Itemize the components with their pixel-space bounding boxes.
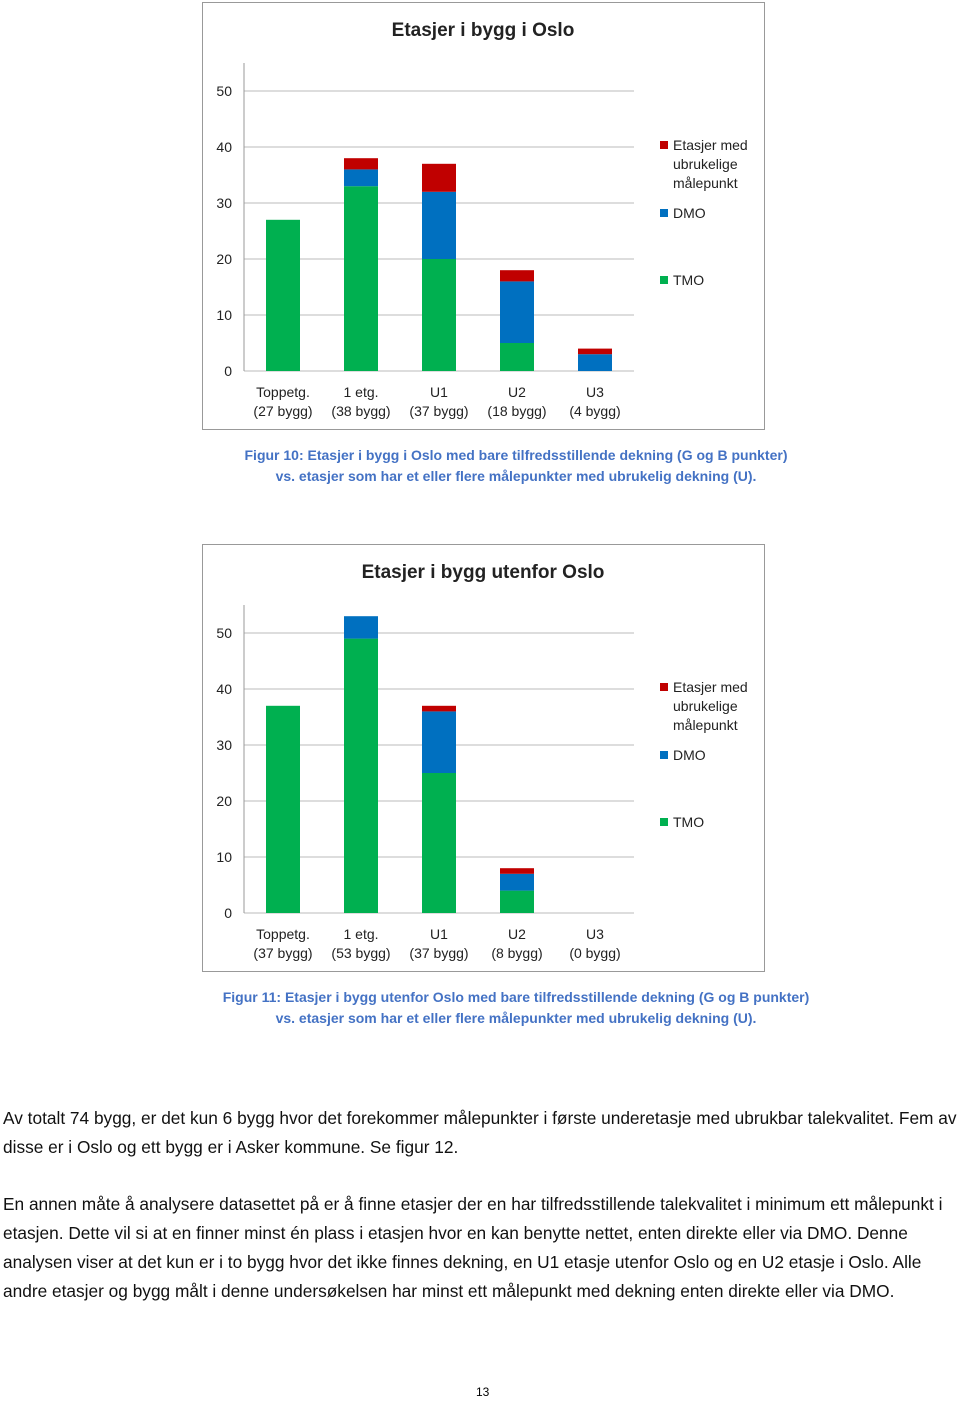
bar-segment <box>266 219 300 371</box>
bar-segment <box>422 711 456 773</box>
bar-segment <box>422 773 456 913</box>
legend-label: TMO <box>673 272 705 288</box>
chart-title: Etasjer i bygg utenfor Oslo <box>362 562 605 583</box>
y-tick-label: 0 <box>224 905 232 921</box>
legend-item: DMO <box>660 746 760 765</box>
y-tick-label: 30 <box>216 737 232 753</box>
bar-segment <box>500 890 534 913</box>
bar-segment <box>266 705 300 913</box>
legend-item: TMO <box>660 271 760 290</box>
legend-swatch <box>660 141 668 149</box>
x-tick-label: U3 <box>586 384 604 400</box>
legend-item: Etasjer med ubrukelige målepunkt <box>660 678 760 735</box>
bar-segment <box>422 163 456 192</box>
bar-segment <box>422 705 456 712</box>
y-tick-label: 40 <box>216 681 232 697</box>
x-tick-label: (4 bygg) <box>569 403 620 419</box>
bar-segment <box>344 169 378 187</box>
x-tick-label: (18 bygg) <box>487 403 546 419</box>
x-tick-label: U2 <box>508 926 526 942</box>
caption-line: Figur 11: Etasjer i bygg utenfor Oslo me… <box>222 989 810 1005</box>
bar-segment <box>500 270 534 282</box>
y-tick-label: 50 <box>216 625 232 641</box>
bar-segment <box>500 343 534 371</box>
legend-label: DMO <box>673 747 706 763</box>
bar-segment <box>578 354 612 371</box>
legend-label: DMO <box>673 205 706 221</box>
bar-segment <box>578 348 612 355</box>
caption: Figur 11: Etasjer i bygg utenfor Oslo me… <box>0 987 960 1029</box>
legend-swatch <box>660 683 668 691</box>
bar-segment <box>500 868 534 874</box>
bar-segment <box>344 186 378 371</box>
y-tick-label: 50 <box>216 83 232 99</box>
caption-line: vs. etasjer som har et eller flere målep… <box>275 468 757 484</box>
x-tick-label: (27 bygg) <box>253 403 312 419</box>
x-tick-label: U2 <box>508 384 526 400</box>
y-tick-label: 20 <box>216 251 232 267</box>
y-tick-label: 10 <box>216 849 232 865</box>
paragraph: Av totalt 74 bygg, er det kun 6 bygg hvo… <box>3 1108 957 1157</box>
x-tick-label: (8 bygg) <box>491 945 542 961</box>
paragraph: En annen måte å analysere datasettet på … <box>3 1194 943 1301</box>
chart-title: Etasjer i bygg i Oslo <box>392 20 575 41</box>
x-tick-label: (0 bygg) <box>569 945 620 961</box>
x-tick-label: (37 bygg) <box>409 403 468 419</box>
legend-label: Etasjer med ubrukelige målepunkt <box>673 679 748 733</box>
chart-svg: Etasjer i bygg utenfor Oslo 0 10 20 30 40 50 To… <box>216 562 634 961</box>
bar-segment <box>422 191 456 259</box>
x-tick-label: (37 bygg) <box>253 945 312 961</box>
chart: Etasjer i bygg utenfor Oslo 0 10 20 30 40 50 To… <box>202 544 765 972</box>
legend-item: TMO <box>660 813 760 832</box>
x-tick-label: (37 bygg) <box>409 945 468 961</box>
legend-swatch <box>660 276 668 284</box>
bar-segment <box>344 158 378 170</box>
x-tick-label: 1 etg. <box>343 926 378 942</box>
legend-swatch <box>660 818 668 826</box>
x-tick-label: U3 <box>586 926 604 942</box>
legend-label: Etasjer med ubrukelige målepunkt <box>673 137 748 191</box>
chart: Etasjer i bygg i Oslo 0 10 20 30 40 50 Toppetg.… <box>202 2 765 430</box>
caption: Figur 10: Etasjer i bygg i Oslo med bare… <box>0 445 960 487</box>
x-tick-label: Toppetg. <box>256 384 310 400</box>
legend-item: Etasjer med ubrukelige målepunkt <box>660 136 760 193</box>
x-tick-label: U1 <box>430 384 448 400</box>
caption-line: Figur 10: Etasjer i bygg i Oslo med bare… <box>244 447 788 463</box>
bar-segment <box>500 873 534 891</box>
page-number: 13 <box>476 1385 490 1399</box>
legend-label: TMO <box>673 814 705 830</box>
x-tick-label: Toppetg. <box>256 926 310 942</box>
chart-svg: Etasjer i bygg i Oslo 0 10 20 30 40 50 Toppetg.… <box>216 20 634 419</box>
y-tick-label: 20 <box>216 793 232 809</box>
bar-segment <box>344 616 378 639</box>
legend-swatch <box>660 751 668 759</box>
x-tick-label: U1 <box>430 926 448 942</box>
legend-swatch <box>660 209 668 217</box>
x-tick-label: (38 bygg) <box>331 403 390 419</box>
legend-item: DMO <box>660 204 760 223</box>
y-tick-label: 40 <box>216 139 232 155</box>
x-tick-label: (53 bygg) <box>331 945 390 961</box>
y-tick-label: 30 <box>216 195 232 211</box>
bar-segment <box>344 638 378 913</box>
bar-segment <box>422 259 456 371</box>
x-tick-label: 1 etg. <box>343 384 378 400</box>
caption-line: vs. etasjer som har et eller flere målep… <box>275 1010 757 1026</box>
y-tick-label: 0 <box>224 363 232 379</box>
y-tick-label: 10 <box>216 307 232 323</box>
bar-segment <box>500 281 534 343</box>
